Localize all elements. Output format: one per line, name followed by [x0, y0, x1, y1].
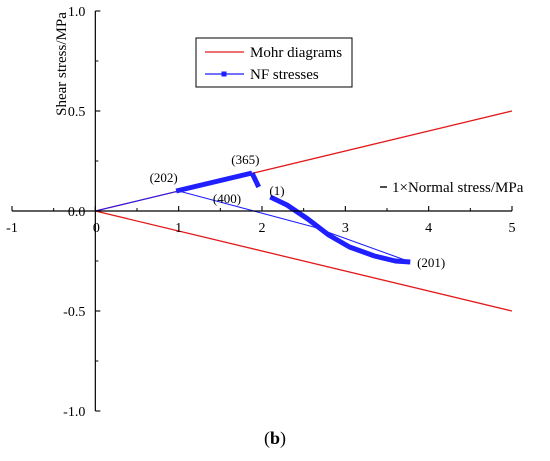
x-tick-label-6: 4 [425, 221, 432, 236]
annotation-label-4: (1) [269, 183, 284, 198]
chart-svg: -1 0 1 2 3 4 5 1.0 0.5 0.0 -0.5 -1.0 (202) (365) (400… [6, 5, 524, 420]
x-axis-title: 1×Normal stress/MPa [392, 180, 524, 196]
y-tick-label-2: 0.5 [68, 105, 86, 120]
annotation-label-1: (202) [150, 170, 178, 185]
nf-thick-line-3 [269, 194, 411, 265]
y-tick-label-1: 1.0 [68, 5, 86, 20]
axes: -1 0 1 2 3 4 5 1.0 0.5 0.0 -0.5 -1.0 [6, 5, 515, 420]
caption-close: ) [280, 428, 286, 448]
legend-box [195, 37, 353, 88]
y-tick-label-3: 0.0 [68, 205, 86, 220]
y-tick-label-5: -1.0 [63, 405, 85, 420]
x-tick-label-7: 5 [509, 221, 516, 236]
x-tick-label-2: 0 [93, 221, 100, 236]
y-axis-title: Shear stress/MPa [54, 12, 70, 116]
legend-label-mohr: Mohr diagrams [250, 45, 342, 61]
x-tick-label-1: -1 [6, 221, 18, 236]
x-tick-label-4: 2 [259, 221, 266, 236]
y-tick-label-4: -0.5 [63, 305, 85, 320]
nf-thin-line-1 [95, 190, 179, 212]
nf-thick-line-2 [249, 171, 261, 189]
caption-open: ( [263, 428, 270, 448]
x-tick-label-3: 1 [175, 221, 182, 236]
caption-letter: b [269, 428, 280, 448]
x-tick-label-5: 3 [342, 221, 349, 236]
legend-label-nf: NF stresses [250, 67, 319, 83]
figure-caption: (b) [0, 428, 550, 449]
annotation-label-5: (201) [417, 255, 445, 270]
annotation-label-2: (365) [231, 152, 259, 167]
nf-thin-line-2 [178, 190, 314, 228]
legend-marker-nf [221, 71, 227, 77]
legend: Mohr diagrams NF stresses [195, 37, 353, 88]
nf-thick-line-1 [175, 170, 253, 194]
mohr-line-2 [95, 210, 513, 312]
annotation-label-3: (400) [213, 191, 241, 206]
point-annotations: (202) (365) (400) (1) (201) [150, 152, 446, 270]
plot-series [95, 110, 513, 312]
